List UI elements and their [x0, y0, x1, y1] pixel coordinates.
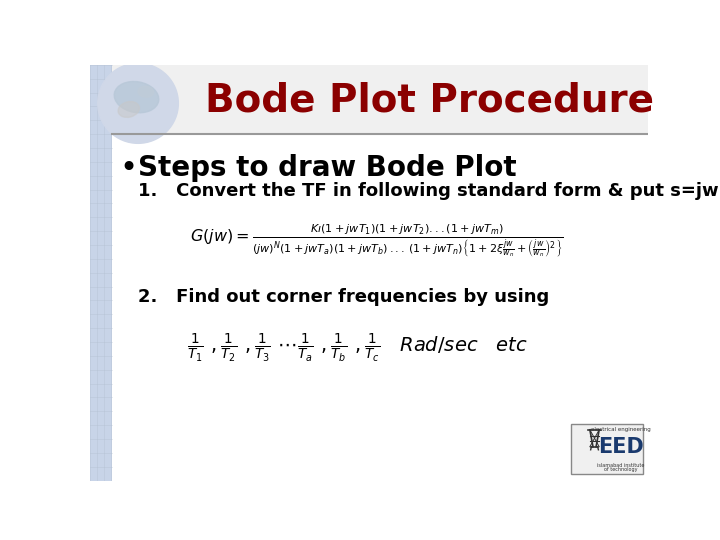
Text: electrical engineering: electrical engineering — [591, 427, 651, 433]
Text: Bode Plot Procedure: Bode Plot Procedure — [204, 81, 654, 119]
Ellipse shape — [118, 102, 140, 117]
FancyBboxPatch shape — [90, 65, 112, 481]
Text: •: • — [120, 154, 138, 183]
Text: 1.   Convert the TF in following standard form & put s=jw: 1. Convert the TF in following standard … — [138, 182, 719, 200]
Text: islamabad institute: islamabad institute — [597, 463, 644, 468]
Ellipse shape — [138, 86, 153, 97]
FancyBboxPatch shape — [112, 65, 648, 132]
Text: 2.   Find out corner frequencies by using: 2. Find out corner frequencies by using — [138, 288, 549, 306]
Text: $G(jw) = \frac{K\imath(1+jwT_1)(1+jwT_2)...(1+jwT_m)}{(jw)^N(1+jwT_a)(1+jwT_b)\,: $G(jw) = \frac{K\imath(1+jwT_1)(1+jwT_2)… — [190, 222, 564, 259]
Circle shape — [98, 63, 179, 143]
FancyBboxPatch shape — [571, 424, 642, 474]
Text: Steps to draw Bode Plot: Steps to draw Bode Plot — [138, 154, 517, 182]
Text: $\frac{1}{T_1}\ ,\frac{1}{T_2}\ ,\frac{1}{T_3}\ \cdots\frac{1}{T_a}\ ,\frac{1}{T: $\frac{1}{T_1}\ ,\frac{1}{T_2}\ ,\frac{1… — [187, 332, 528, 365]
Text: EED: EED — [598, 437, 644, 457]
Ellipse shape — [114, 82, 159, 113]
Text: of technology: of technology — [604, 467, 638, 471]
